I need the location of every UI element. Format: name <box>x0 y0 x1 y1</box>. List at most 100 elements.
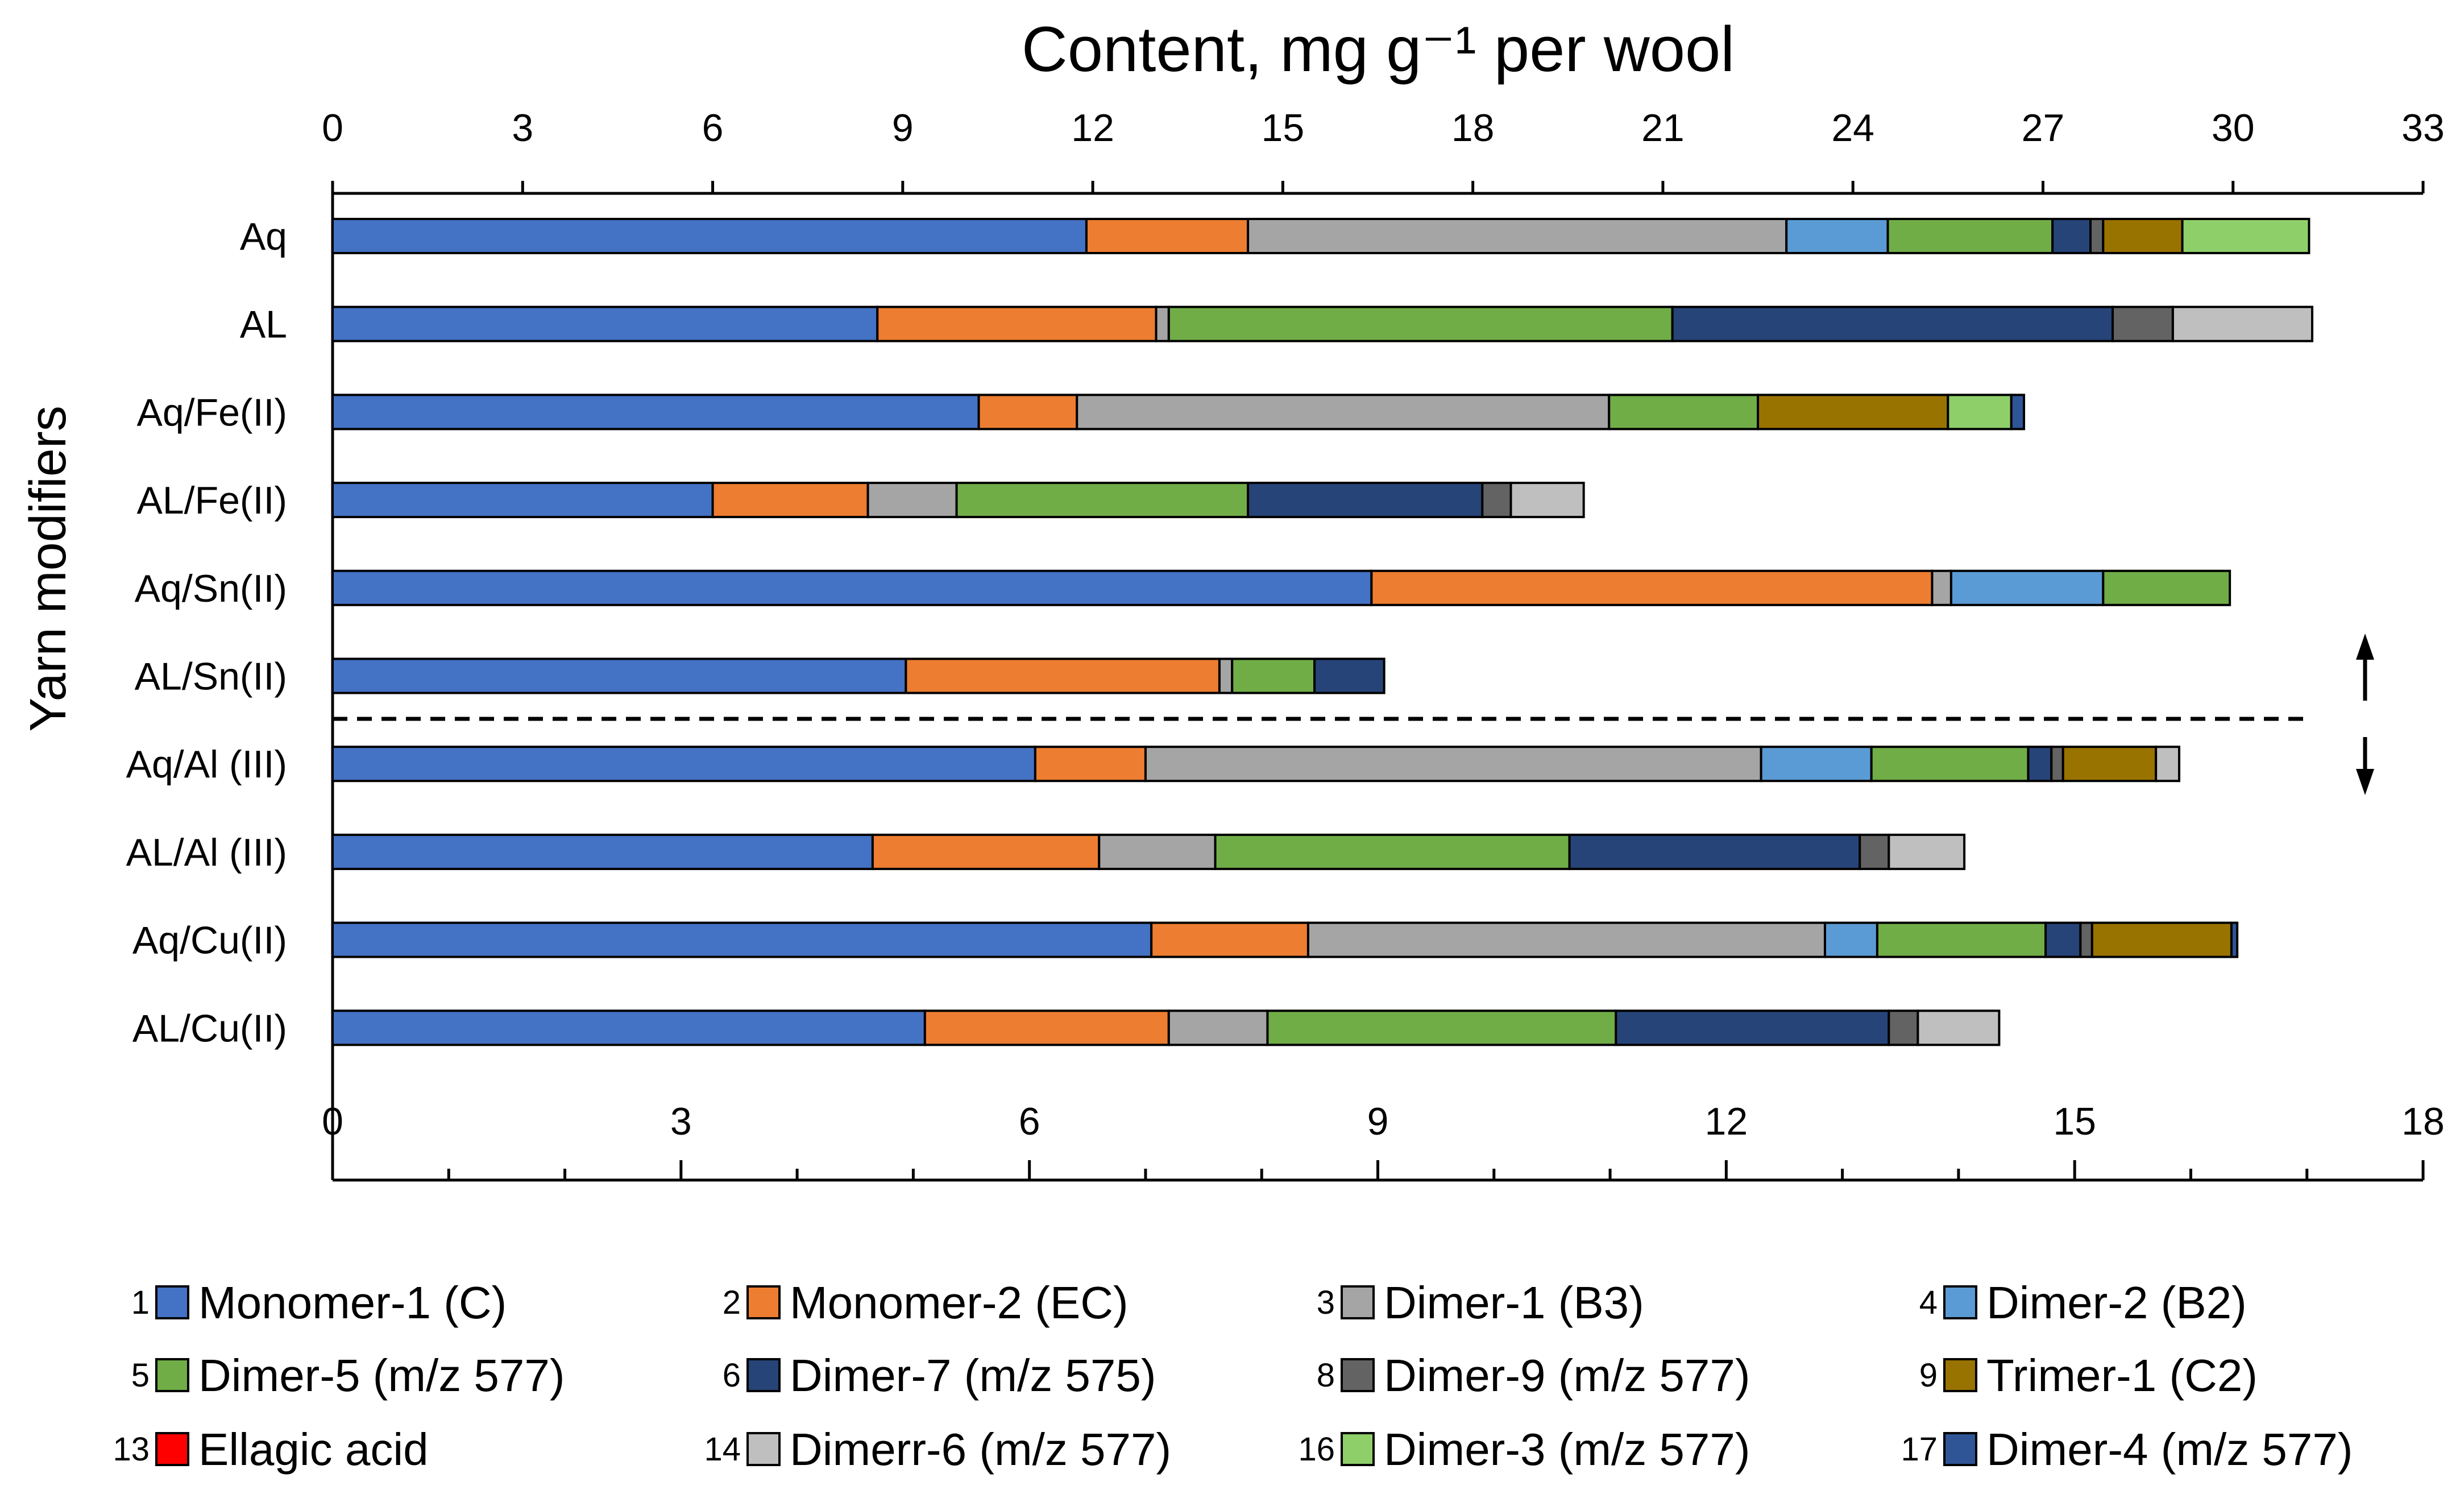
bar-segment <box>1757 394 1949 431</box>
bar-segment <box>1247 482 1484 519</box>
top-axis-tick-label: 15 <box>1262 106 1305 150</box>
bar-stack <box>331 657 1386 694</box>
top-axis: 0 3 6 9 12 15 18 21 24 27 30 33 <box>322 106 2445 195</box>
legend-swatch <box>1341 1432 1375 1466</box>
legend-label: Ellagic acid <box>198 1424 429 1475</box>
legend-label: Dimer-9 (m/z 577) <box>1384 1350 1750 1401</box>
category-label: AL/Cu(II) <box>132 1007 287 1050</box>
legend-number: 8 <box>1317 1357 1335 1394</box>
up-arrow-icon <box>2356 634 2374 701</box>
bar-segment <box>331 218 1088 254</box>
legend-label: Dimer-1 (B3) <box>1384 1277 1644 1328</box>
bar-segment <box>1615 1009 1890 1046</box>
bar-segment <box>1231 657 1316 694</box>
bar-segment <box>1888 833 1966 870</box>
bar-segment <box>1076 394 1611 431</box>
legend-swatch <box>746 1285 781 1319</box>
bottom-axis-tick-label: 15 <box>2053 1100 2096 1143</box>
top-axis-tick-label: 0 <box>322 106 343 150</box>
bar-segment <box>1568 833 1861 870</box>
top-axis-tick-label: 6 <box>702 106 724 150</box>
bar-segment <box>1888 1009 1919 1046</box>
bar-segment <box>871 833 1101 870</box>
bar-segment <box>1098 833 1217 870</box>
bar-segment <box>2090 921 2233 958</box>
bar-segment <box>2181 218 2310 254</box>
bar-stack <box>331 305 2314 342</box>
bar-segment <box>1481 482 1512 519</box>
category-label: Aq/Fe(II) <box>137 391 288 434</box>
legend-label: Dimerr-6 (m/z 577) <box>790 1424 1171 1475</box>
legend-number: 16 <box>1298 1431 1335 1468</box>
legend-number: 17 <box>1901 1431 1938 1468</box>
bar-segment <box>331 657 907 694</box>
bar-segment <box>331 482 714 519</box>
bar-stacks <box>331 218 2314 1046</box>
legend-number: 9 <box>1919 1357 1938 1394</box>
top-axis-tick-label: 33 <box>2401 106 2445 150</box>
legend-swatch <box>746 1358 781 1392</box>
category-label: Aq/Cu(II) <box>132 919 287 962</box>
legend-label: Monomer-2 (EC) <box>790 1277 1129 1328</box>
bar-stack <box>331 921 2239 958</box>
chart-title-text: Content, mg g⁻¹ per wool <box>1022 14 1735 85</box>
bar-segment <box>905 657 1221 694</box>
bottom-axis-tick-label: 12 <box>1705 1100 1748 1143</box>
bar-segment <box>1167 305 1674 342</box>
bar-segment <box>2050 746 2064 783</box>
legend-label: Dimer-5 (m/z 577) <box>198 1350 565 1401</box>
legend-item: 8 Dimer-9 (m/z 577) <box>1317 1350 1750 1401</box>
legend-item: 5 Dimer-5 (m/z 577) <box>131 1350 565 1401</box>
legend-item: 14 Dimerr-6 (m/z 577) <box>704 1424 1171 1475</box>
bar-segment <box>1931 569 1952 606</box>
bar-segment <box>331 569 1373 606</box>
bar-stack <box>331 746 2181 783</box>
bar-segment <box>2155 746 2181 783</box>
bar-segment <box>331 305 879 342</box>
legend-swatch <box>1943 1358 1977 1392</box>
legend-label: Dimer-7 (m/z 575) <box>790 1350 1156 1401</box>
legend-number: 14 <box>704 1431 741 1468</box>
category-label: AL/Sn(II) <box>135 655 287 698</box>
legend-number: 4 <box>1919 1284 1938 1321</box>
bar-segment <box>331 746 1036 783</box>
legend-item: 4 Dimer-2 (B2) <box>1919 1277 2247 1328</box>
bar-segment <box>2171 305 2314 342</box>
bar-stack <box>331 833 1966 870</box>
category-label: Aq <box>240 215 287 258</box>
legend-item: 1 Monomer-1 (C) <box>131 1277 507 1328</box>
bar-segment <box>1150 921 1309 958</box>
bar-segment <box>923 1009 1170 1046</box>
bar-segment <box>1876 921 2047 958</box>
bottom-axis-tick-label: 18 <box>2401 1100 2445 1143</box>
bar-segment <box>1608 394 1760 431</box>
bar-segment <box>1266 1009 1617 1046</box>
bar-segment <box>2089 218 2105 254</box>
bar-segment <box>2027 746 2053 783</box>
legend-item: 13 Ellagic acid <box>113 1424 428 1475</box>
bar-segment <box>866 482 958 519</box>
bar-segment <box>2061 746 2158 783</box>
bar-segment <box>876 305 1158 342</box>
bottom-axis-tick-label: 6 <box>1019 1100 1040 1143</box>
legend-label: Dimer-3 (m/z 577) <box>1384 1424 1750 1475</box>
chart-title: Content, mg g⁻¹ per wool <box>1022 14 1735 85</box>
bar-segment <box>1859 833 1890 870</box>
bar-segment <box>955 482 1250 519</box>
top-axis-tick-label: 12 <box>1071 106 1114 150</box>
category-label: Aq/Al (III) <box>126 743 287 786</box>
legend-label: Trimer-1 (C2) <box>1986 1350 2258 1401</box>
bar-segment <box>1144 746 1762 783</box>
legend-number: 6 <box>723 1357 741 1394</box>
bar-segment <box>1823 921 1878 958</box>
category-label: Aq/Sn(II) <box>135 567 287 610</box>
y-axis-label: Yarn modifiers <box>20 405 77 732</box>
bar-stack <box>331 482 1585 519</box>
legend: 1 Monomer-1 (C) 2 Monomer-2 (EC) 3 Dimer-1 (B… <box>113 1277 2353 1475</box>
legend-label: Monomer-1 (C) <box>198 1277 507 1328</box>
bar-segment <box>1306 921 1826 958</box>
legend-swatch <box>155 1358 189 1392</box>
bar-stack <box>331 218 2310 254</box>
bottom-axis-tick-label: 9 <box>1367 1100 1389 1143</box>
